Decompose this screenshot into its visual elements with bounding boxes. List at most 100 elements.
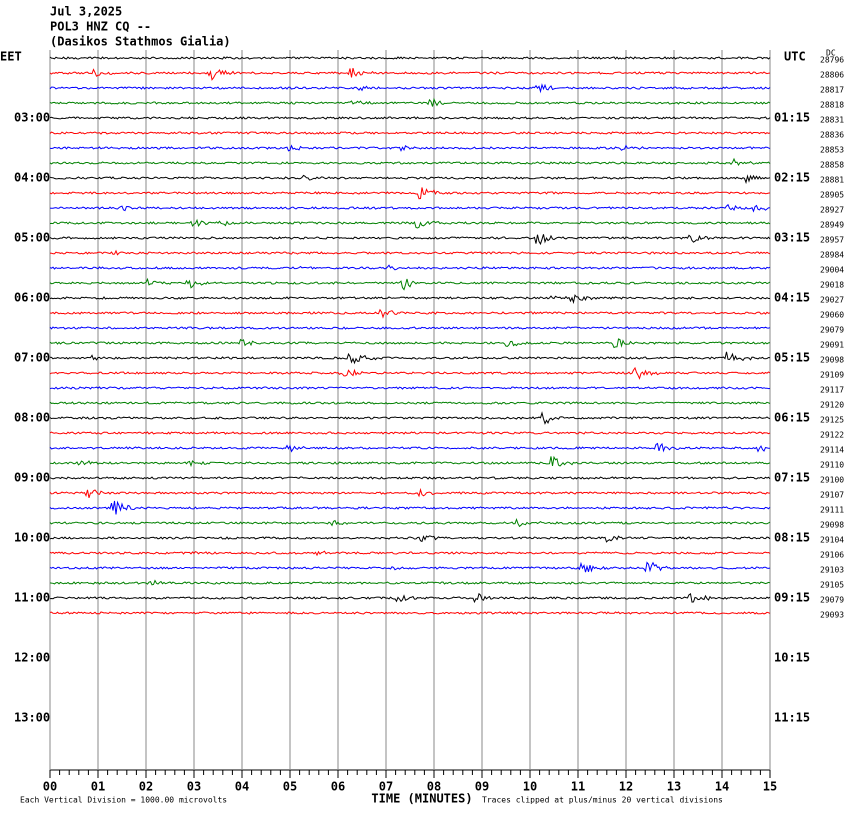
trace bbox=[49, 326, 771, 330]
dc-value: 29079 bbox=[820, 596, 844, 605]
trace bbox=[49, 500, 771, 515]
dc-value: 28853 bbox=[820, 146, 844, 155]
dc-value: 29104 bbox=[820, 536, 844, 545]
left-time-label: 13:00 bbox=[14, 711, 50, 725]
dc-value: 28796 bbox=[820, 56, 844, 65]
x-tick-label: 06 bbox=[331, 780, 345, 794]
title-line: Jul 3,2025 bbox=[50, 5, 122, 19]
trace bbox=[49, 174, 771, 185]
title-line: (Dasikos Stathmos Gialia) bbox=[50, 35, 231, 49]
right-time-label: 04:15 bbox=[774, 291, 810, 305]
trace bbox=[49, 294, 770, 305]
trace bbox=[49, 535, 771, 543]
dc-value: 29060 bbox=[820, 311, 844, 320]
trace bbox=[49, 83, 771, 94]
trace bbox=[49, 442, 771, 453]
trace bbox=[49, 411, 771, 425]
x-tick-label: 09 bbox=[475, 780, 489, 794]
right-time-label: 11:15 bbox=[774, 711, 810, 725]
trace bbox=[49, 67, 771, 81]
trace bbox=[49, 187, 771, 200]
dc-value: 29098 bbox=[820, 356, 844, 365]
dc-value: 29122 bbox=[820, 431, 844, 440]
right-time-label: 02:15 bbox=[774, 171, 810, 185]
left-axis-label: EET bbox=[0, 50, 22, 64]
right-time-label: 01:15 bbox=[774, 111, 810, 125]
x-tick-label: 11 bbox=[571, 780, 585, 794]
dc-value: 29103 bbox=[820, 566, 844, 575]
dc-value: 29079 bbox=[820, 326, 844, 335]
trace bbox=[49, 518, 771, 528]
dc-value: 29110 bbox=[820, 461, 844, 470]
trace bbox=[49, 131, 771, 135]
trace bbox=[49, 249, 771, 256]
trace bbox=[49, 203, 771, 213]
dc-value: 28806 bbox=[820, 71, 844, 80]
footer-right: Traces clipped at plus/minus 20 vertical… bbox=[482, 796, 723, 805]
left-time-label: 12:00 bbox=[14, 651, 50, 665]
trace bbox=[49, 561, 771, 573]
x-tick-label: 04 bbox=[235, 780, 249, 794]
x-tick-label: 13 bbox=[667, 780, 681, 794]
trace bbox=[49, 431, 771, 435]
dc-value: 29106 bbox=[820, 551, 844, 560]
dc-value: 29109 bbox=[820, 371, 844, 380]
trace bbox=[49, 592, 771, 604]
right-time-label: 03:15 bbox=[774, 231, 810, 245]
left-time-label: 10:00 bbox=[14, 531, 50, 545]
right-time-label: 05:15 bbox=[774, 351, 810, 365]
dc-value: 29125 bbox=[820, 416, 844, 425]
trace bbox=[49, 157, 771, 166]
right-axis-label: UTC bbox=[784, 50, 806, 64]
left-time-label: 08:00 bbox=[14, 411, 50, 425]
dc-value: 29114 bbox=[820, 446, 844, 455]
dc-value: 29107 bbox=[820, 491, 844, 500]
trace bbox=[49, 56, 771, 60]
trace bbox=[49, 386, 771, 390]
dc-value: 29098 bbox=[820, 521, 844, 530]
trace bbox=[49, 455, 771, 468]
x-axis-label: TIME (MINUTES) bbox=[371, 792, 472, 806]
x-tick-label: 12 bbox=[619, 780, 633, 794]
dc-value: 29004 bbox=[820, 266, 844, 275]
dc-value: 28881 bbox=[820, 176, 844, 185]
trace bbox=[49, 234, 771, 246]
x-tick-label: 10 bbox=[523, 780, 537, 794]
dc-value: 29105 bbox=[820, 581, 844, 590]
trace bbox=[49, 366, 771, 380]
x-tick-label: 00 bbox=[43, 780, 57, 794]
x-tick-label: 02 bbox=[139, 780, 153, 794]
x-tick-label: 05 bbox=[283, 780, 297, 794]
trace bbox=[49, 338, 771, 349]
x-tick-label: 08 bbox=[427, 780, 441, 794]
dc-value: 28905 bbox=[820, 191, 844, 200]
left-time-label: 09:00 bbox=[14, 471, 50, 485]
trace bbox=[49, 476, 771, 480]
footer-left: Each Vertical Division = 1000.00 microvo… bbox=[20, 796, 227, 805]
x-tick-label: 03 bbox=[187, 780, 201, 794]
trace bbox=[49, 579, 771, 586]
x-tick-label: 14 bbox=[715, 780, 729, 794]
dc-value: 28957 bbox=[820, 236, 844, 245]
trace bbox=[49, 116, 771, 120]
trace bbox=[49, 401, 771, 405]
left-time-label: 07:00 bbox=[14, 351, 50, 365]
dc-value: 28818 bbox=[820, 101, 844, 110]
x-tick-label: 15 bbox=[763, 780, 777, 794]
dc-value: 29093 bbox=[820, 611, 844, 620]
trace bbox=[49, 351, 771, 365]
dc-value: 28927 bbox=[820, 206, 844, 215]
x-tick-label: 01 bbox=[91, 780, 105, 794]
trace bbox=[49, 277, 771, 291]
dc-value: 28858 bbox=[820, 161, 844, 170]
dc-value: 29120 bbox=[820, 401, 844, 410]
dc-value: 29117 bbox=[820, 386, 844, 395]
right-time-label: 07:15 bbox=[774, 471, 810, 485]
x-tick-label: 07 bbox=[379, 780, 393, 794]
dc-value: 28949 bbox=[820, 221, 844, 230]
dc-value: 29027 bbox=[820, 296, 844, 305]
left-time-label: 06:00 bbox=[14, 291, 50, 305]
right-time-label: 10:15 bbox=[774, 651, 810, 665]
